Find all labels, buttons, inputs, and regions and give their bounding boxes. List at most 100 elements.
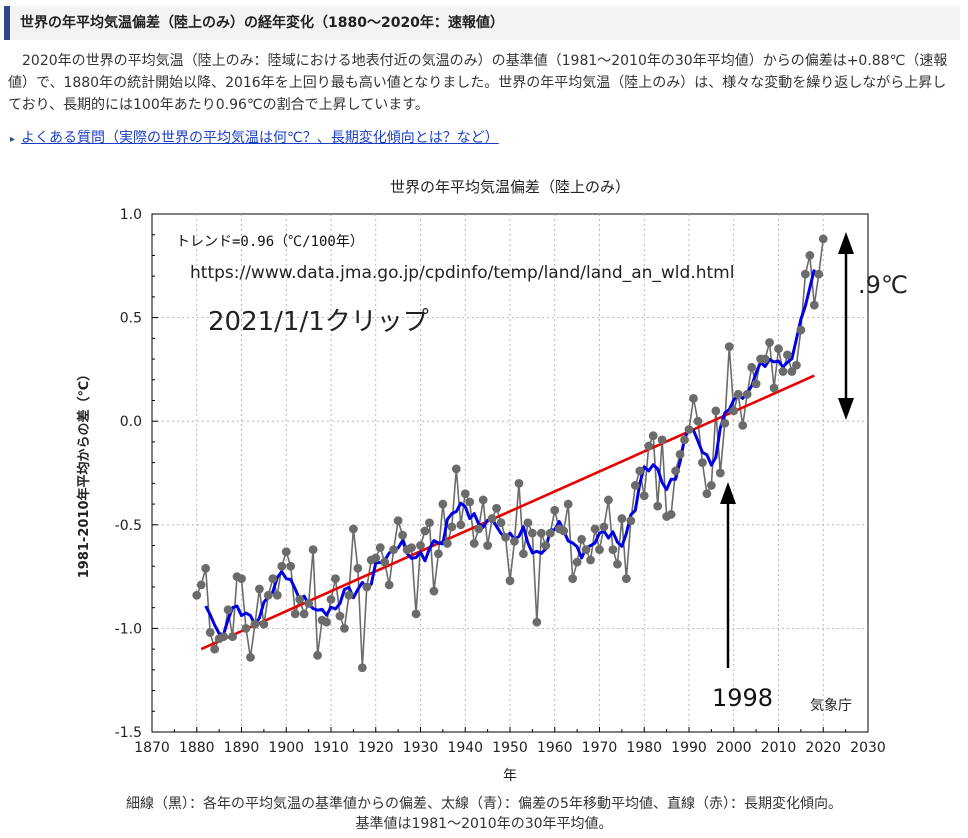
annual-point <box>416 541 425 550</box>
annual-point <box>304 599 314 608</box>
annual-point <box>545 528 555 538</box>
annual-point <box>344 590 354 600</box>
annual-point <box>711 406 721 416</box>
annual-point <box>398 530 407 540</box>
annual-point <box>447 522 457 532</box>
annual-point <box>492 503 501 513</box>
chart-caption: 細線（黒）：各年の平均気温の基準値からの偏差、太線（青）：偏差の5年移動平均値、… <box>0 794 968 834</box>
axes: 1870 1880 1890 1900 1910 1920 1930 1940 1950 1960… <box>115 207 886 756</box>
annual-point <box>505 576 515 586</box>
x-tick-label: 2030 <box>850 740 886 756</box>
annual-point <box>460 489 470 499</box>
x-tick-label: 1940 <box>447 740 483 756</box>
annual-point <box>706 481 716 490</box>
annual-point <box>429 586 439 596</box>
x-tick-label: 1970 <box>582 740 618 756</box>
annual-point <box>259 619 269 629</box>
annual-point <box>657 435 667 445</box>
x-tick-label: 1870 <box>134 740 170 756</box>
annual-point <box>769 383 779 393</box>
page-header: 世界の年平均気温偏差（陸上のみ）の経年変化（1880〜2020年：速報値） <box>4 6 960 40</box>
annual-point <box>255 584 264 594</box>
x-tick-label: 2020 <box>805 740 841 756</box>
annual-point <box>438 499 448 509</box>
annual-point <box>295 594 305 604</box>
annual-point <box>487 514 497 523</box>
annual-point <box>581 545 591 555</box>
y-tick-label: 0.0 <box>120 414 142 430</box>
x-tick-label: 2000 <box>716 740 752 756</box>
delta-annotation: .9℃ <box>858 271 908 299</box>
y-tick-label: -1.0 <box>115 621 142 637</box>
annual-point <box>263 590 273 600</box>
annual-point <box>353 563 363 573</box>
annual-point <box>335 611 345 621</box>
annual-point <box>599 522 609 532</box>
annual-point <box>586 555 595 565</box>
annual-point <box>590 524 600 534</box>
clip-annotation: 2021/1/1クリップ <box>208 307 429 337</box>
annual-point <box>774 344 783 354</box>
annual-point <box>527 528 537 538</box>
annual-point <box>724 342 734 352</box>
annual-point <box>205 628 215 637</box>
annual-point <box>246 653 255 662</box>
faq-link[interactable]: よくある質問（実際の世界の平均気温は何℃？、長期変化傾向とは？など） <box>21 130 499 146</box>
annual-point <box>778 367 788 376</box>
annual-point <box>684 425 694 434</box>
annual-point <box>532 617 542 627</box>
annual-point <box>196 580 206 590</box>
annual-point <box>286 561 296 571</box>
annual-point <box>689 394 698 403</box>
annual-point <box>675 449 685 459</box>
annual-point <box>268 574 278 584</box>
annual-point <box>693 416 703 426</box>
annual-point <box>715 468 725 478</box>
annual-point <box>626 516 636 526</box>
annual-point <box>738 420 748 430</box>
y-axis-label: 1981-2010年平均からの差（℃） <box>76 368 92 579</box>
trend-line <box>200 374 815 651</box>
annual-point <box>483 541 493 550</box>
annual-point <box>496 518 506 528</box>
year-annotation: 1998 <box>712 684 773 712</box>
annual-point <box>563 499 573 509</box>
annual-point <box>765 338 774 347</box>
chevron-right-icon: ▸ <box>10 134 16 145</box>
annual-point <box>805 251 815 260</box>
faq-link-row: ▸ よくある質問（実際の世界の平均気温は何℃？、長期変化傾向とは？など） <box>10 128 499 150</box>
y-tick-label: 1.0 <box>120 207 142 223</box>
annual-point <box>800 269 810 279</box>
grid-lines <box>152 214 868 732</box>
annual-point <box>299 609 309 619</box>
x-tick-label: 1890 <box>224 740 260 756</box>
annual-point <box>608 545 618 555</box>
annual-point <box>577 534 586 544</box>
trend-annotation: トレンド=0.96（℃/100年） <box>176 234 364 250</box>
annual-point <box>411 609 421 619</box>
annual-point <box>469 539 479 548</box>
annual-point <box>604 495 613 505</box>
annual-point <box>442 539 452 548</box>
x-tick-label: 1950 <box>492 740 528 756</box>
y-tick-label: 0.5 <box>120 311 142 327</box>
y-tick-label: -1.5 <box>115 725 142 741</box>
temperature-chart: 世界の年平均気温偏差（陸上のみ） 1870 1880 1890 1900 1910 192… <box>0 170 968 792</box>
x-tick-label: 1900 <box>268 740 304 756</box>
annual-point <box>478 495 488 505</box>
range-arrow-head-down <box>838 398 854 420</box>
caption-line-1: 細線（黒）：各年の平均気温の基準値からの偏差、太線（青）：偏差の5年移動平均値、… <box>126 796 842 812</box>
annual-point <box>787 367 797 376</box>
annual-point <box>501 532 510 542</box>
annual-point <box>290 609 300 619</box>
annual-point <box>474 524 484 534</box>
annual-point <box>384 580 394 590</box>
x-tick-label: 1930 <box>403 740 439 756</box>
x-tick-label: 1910 <box>313 740 349 756</box>
x-axis-label: 年 <box>503 768 517 784</box>
annual-point <box>630 481 640 490</box>
annual-point <box>456 520 466 530</box>
annual-point <box>671 466 680 476</box>
x-tick-label: 1990 <box>671 740 707 756</box>
annual-point <box>617 514 627 523</box>
